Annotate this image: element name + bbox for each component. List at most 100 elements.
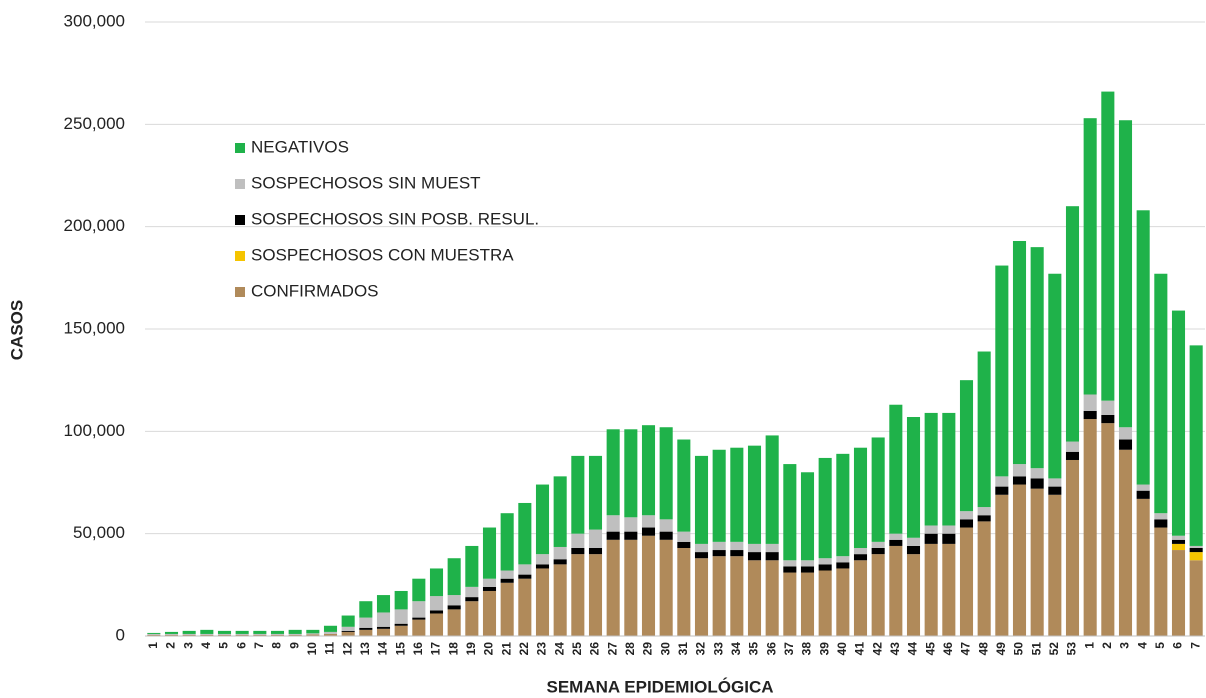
bar-segment <box>1171 535 1186 540</box>
x-tick-label: 11 <box>323 642 337 655</box>
bar-segment <box>359 627 373 630</box>
legend-label: CONFIRMADOS <box>251 281 379 300</box>
bar-segment <box>836 453 850 557</box>
bar-segment <box>1083 118 1097 395</box>
bar-segment <box>783 566 797 573</box>
bar-segment <box>677 531 691 542</box>
x-tick-label: 23 <box>535 642 549 656</box>
x-tick-label: 16 <box>411 642 425 656</box>
x-tick-label: 9 <box>287 642 301 649</box>
y-tick-label: 100,000 <box>64 421 125 440</box>
bar-segment <box>553 476 567 547</box>
bar-segment <box>836 568 850 636</box>
bar-segment <box>341 626 355 631</box>
bar-segment <box>447 595 461 606</box>
x-tick-label: 26 <box>588 642 602 656</box>
x-tick-label: 46 <box>941 642 955 656</box>
y-tick-label: 300,000 <box>64 11 125 30</box>
bar-segment <box>765 560 779 636</box>
bar-segment <box>942 525 956 534</box>
bar-segment <box>535 554 550 565</box>
bar-segment <box>800 472 815 561</box>
x-tick-label: 35 <box>747 642 761 656</box>
bar-segment <box>465 601 479 636</box>
bar-segment <box>853 560 868 636</box>
bar-segment <box>164 633 179 635</box>
bar-segment <box>429 596 444 611</box>
bar-segment <box>217 630 232 634</box>
legend-swatch <box>235 215 245 225</box>
bar-segment <box>1030 478 1044 489</box>
x-tick-label: 5 <box>1153 642 1167 649</box>
x-tick-label: 13 <box>358 642 372 656</box>
bar-segment <box>182 634 196 636</box>
bar-segment <box>1171 543 1186 551</box>
bar-segment <box>977 521 991 636</box>
bar-segment <box>1136 490 1150 499</box>
bar-segment <box>394 590 408 610</box>
x-tick-label: 39 <box>817 642 831 656</box>
bar-segment <box>889 533 903 540</box>
x-tick-label: 53 <box>1065 642 1079 656</box>
bar-segment <box>588 554 603 636</box>
bar-segment <box>482 590 497 636</box>
bar-segment <box>747 543 762 553</box>
bar-segment <box>871 547 885 555</box>
bar-segment <box>147 632 161 634</box>
bar-segment <box>677 541 691 548</box>
bar-segment <box>465 545 479 587</box>
bar-segment <box>217 633 232 635</box>
bar-segment <box>783 572 797 636</box>
bar-segment <box>359 617 373 628</box>
bar-segment <box>853 447 868 548</box>
bar-segment <box>447 605 461 610</box>
bar-segment <box>959 380 974 512</box>
x-tick-label: 15 <box>393 642 407 656</box>
bar-segment <box>1083 410 1097 420</box>
bar-segment <box>412 617 426 620</box>
bar-segment <box>235 634 249 636</box>
x-tick-label: 14 <box>376 642 390 656</box>
bar-segment <box>535 484 550 555</box>
bar-segment <box>1171 539 1186 544</box>
legend-swatch <box>235 287 245 297</box>
bar-segment <box>606 531 620 540</box>
bar-segment <box>694 455 709 544</box>
bar-segment <box>306 629 320 634</box>
bar-segment <box>906 537 921 546</box>
bar-segment <box>323 633 338 636</box>
bar-segment <box>959 511 974 520</box>
bar-segment <box>270 630 285 634</box>
bar-segment <box>500 570 514 579</box>
bar-segment <box>1012 240 1027 465</box>
bar-segment <box>906 417 921 538</box>
bar-segment <box>995 486 1009 495</box>
legend-swatch <box>235 143 245 153</box>
bar-segment <box>182 633 196 635</box>
y-tick-label: 250,000 <box>64 114 125 133</box>
bar-segment <box>730 550 744 557</box>
bar-segment <box>270 633 285 635</box>
bar-segment <box>677 439 691 532</box>
x-tick-label: 6 <box>1171 642 1185 649</box>
bar-segment <box>500 582 514 636</box>
x-tick-label: 5 <box>217 642 231 649</box>
x-tick-label: 18 <box>446 642 460 656</box>
bar-segment <box>977 515 991 522</box>
bar-segment <box>270 634 285 636</box>
bar-segment <box>641 527 656 536</box>
bar-segment <box>341 615 355 627</box>
bar-segment <box>1048 486 1062 495</box>
bar-segment <box>606 539 620 636</box>
x-tick-label: 44 <box>906 642 920 656</box>
bar-segment <box>747 445 762 544</box>
bar-segment <box>995 265 1009 477</box>
bar-segment <box>641 535 656 636</box>
bar-segment <box>800 566 815 573</box>
bar-segment <box>783 464 797 561</box>
bar-segment <box>624 429 638 518</box>
x-tick-label: 33 <box>711 642 725 656</box>
bar-segment <box>1012 484 1027 636</box>
y-tick-label: 50,000 <box>73 523 125 542</box>
bar-segment <box>482 578 497 587</box>
